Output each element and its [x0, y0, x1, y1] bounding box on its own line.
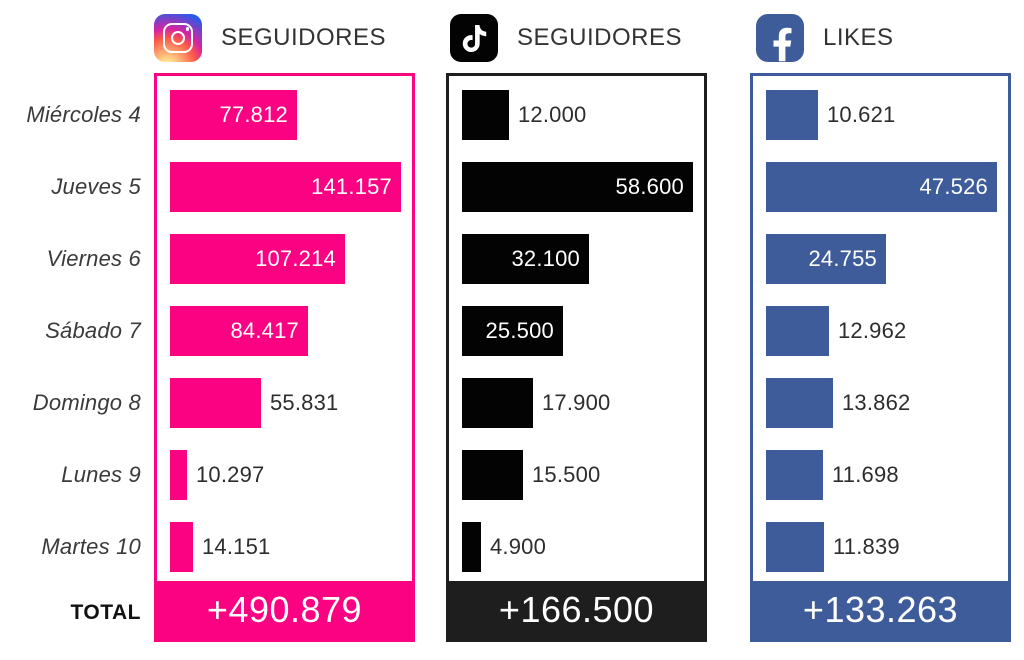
bar-value-label: 17.900: [542, 390, 611, 415]
instagram-bar: 84.417: [170, 306, 308, 356]
instagram-bar: 141.157: [170, 162, 401, 212]
bar-value-label: 11.698: [832, 462, 899, 487]
bar-value-label: 55.831: [270, 390, 339, 415]
tiktok-total: +166.500: [449, 581, 704, 639]
tiktok-header: SEGUIDORES: [450, 14, 682, 62]
bar-value-label: 58.600: [615, 174, 684, 199]
bar-row: 13.862: [766, 378, 995, 428]
day-label: Viernes 6: [46, 246, 141, 271]
bar-row: 47.526: [766, 162, 997, 212]
facebook-panel: 10.621 47.526 24.755 12.962 13.862 11.698 11.8…: [750, 73, 1011, 642]
tiktok-metric-title: SEGUIDORES: [517, 24, 683, 51]
bar-row: 14.151: [170, 522, 399, 572]
instagram-bar: [170, 450, 187, 500]
tiktok-bar: [462, 450, 523, 500]
tiktok-note-glyph: [462, 24, 486, 52]
bar-value-label: 15.500: [532, 462, 601, 487]
tiktok-bar: 25.500: [462, 306, 563, 356]
bar-value-label: 14.151: [202, 534, 271, 559]
instagram-bar: 77.812: [170, 90, 297, 140]
day-label: Martes 10: [41, 534, 141, 559]
bar-row: 24.755: [766, 234, 995, 284]
bar-row: 25.500: [462, 306, 691, 356]
tiktok-bar: [462, 378, 533, 428]
bar-value-label: 11.839: [833, 534, 900, 559]
day-label: Miércoles 4: [26, 102, 141, 127]
tiktok-bars: 12.000 58.600 32.100 25.500 17.900 15.500 4.90…: [449, 76, 704, 581]
facebook-bar: [766, 522, 824, 572]
bar-value-label: 4.900: [490, 534, 547, 559]
day-labels-column: Miércoles 4 Jueves 5 Viernes 6 Sábado 7 Domi…: [0, 90, 141, 594]
facebook-metric-title: LIKES: [823, 24, 894, 51]
facebook-bars: 10.621 47.526 24.755 12.962 13.862 11.698 11.8…: [753, 76, 1008, 581]
bar-value-label: 77.812: [219, 102, 288, 127]
instagram-camera-lens: [171, 31, 185, 45]
instagram-camera-flash-dot: [185, 27, 189, 31]
tiktok-bar: 58.600: [462, 162, 693, 212]
facebook-bar: 47.526: [766, 162, 997, 212]
instagram-metric-title: SEGUIDORES: [221, 24, 387, 51]
instagram-panel: 77.812 141.157 107.214 84.417 55.831 10.297 14…: [154, 73, 415, 642]
instagram-bar: [170, 378, 261, 428]
bar-row: 107.214: [170, 234, 399, 284]
facebook-bar: [766, 306, 829, 356]
bar-row: 11.839: [766, 522, 995, 572]
instagram-header: SEGUIDORES: [154, 14, 386, 62]
instagram-bar: 107.214: [170, 234, 345, 284]
instagram-total: +490.879: [157, 581, 412, 639]
facebook-icon: [756, 14, 804, 62]
tiktok-bar: 32.100: [462, 234, 589, 284]
day-label: Jueves 5: [51, 174, 141, 199]
facebook-bar: [766, 450, 823, 500]
bar-row: 15.500: [462, 450, 691, 500]
instagram-bars: 77.812 141.157 107.214 84.417 55.831 10.297 14…: [157, 76, 412, 581]
bar-value-label: 47.526: [919, 174, 988, 199]
tiktok-bar: [462, 90, 509, 140]
instagram-bar: [170, 522, 193, 572]
bar-row: 12.962: [766, 306, 995, 356]
bar-value-label: 84.417: [230, 318, 299, 343]
bar-row: 10.297: [170, 450, 399, 500]
bar-row: 17.900: [462, 378, 691, 428]
facebook-header: LIKES: [756, 14, 894, 62]
bar-row: 77.812: [170, 90, 399, 140]
bar-value-label: 12.962: [838, 318, 907, 343]
bar-value-label: 13.862: [842, 390, 911, 415]
bar-row: 141.157: [170, 162, 401, 212]
bar-row: 10.621: [766, 90, 995, 140]
tiktok-panel: 12.000 58.600 32.100 25.500 17.900 15.500 4.90…: [446, 73, 707, 642]
total-row-label: TOTAL: [70, 601, 141, 624]
bar-row: 11.698: [766, 450, 995, 500]
bar-row: 55.831: [170, 378, 399, 428]
day-label: Lunes 9: [61, 462, 141, 487]
instagram-icon: [154, 14, 202, 62]
bar-value-label: 141.157: [311, 174, 392, 199]
bar-value-label: 25.500: [485, 318, 554, 343]
instagram-camera-outline: [163, 23, 193, 53]
facebook-total: +133.263: [753, 581, 1008, 639]
bar-row: 32.100: [462, 234, 691, 284]
bar-row: 58.600: [462, 162, 693, 212]
bar-value-label: 24.755: [808, 246, 877, 271]
bar-value-label: 12.000: [518, 102, 587, 127]
bar-value-label: 10.297: [196, 462, 265, 487]
bar-row: 12.000: [462, 90, 691, 140]
facebook-bar: [766, 378, 833, 428]
bar-value-label: 32.100: [511, 246, 580, 271]
facebook-bar: 24.755: [766, 234, 886, 284]
facebook-bar: [766, 90, 818, 140]
bar-value-label: 10.621: [827, 102, 896, 127]
day-label: Domingo 8: [32, 390, 141, 415]
bar-value-label: 107.214: [255, 246, 336, 271]
tiktok-icon: [450, 14, 498, 62]
tiktok-bar: [462, 522, 481, 572]
bar-row: 84.417: [170, 306, 399, 356]
day-label: Sábado 7: [45, 318, 141, 343]
bar-row: 4.900: [462, 522, 691, 572]
facebook-f-glyph: [773, 27, 791, 62]
